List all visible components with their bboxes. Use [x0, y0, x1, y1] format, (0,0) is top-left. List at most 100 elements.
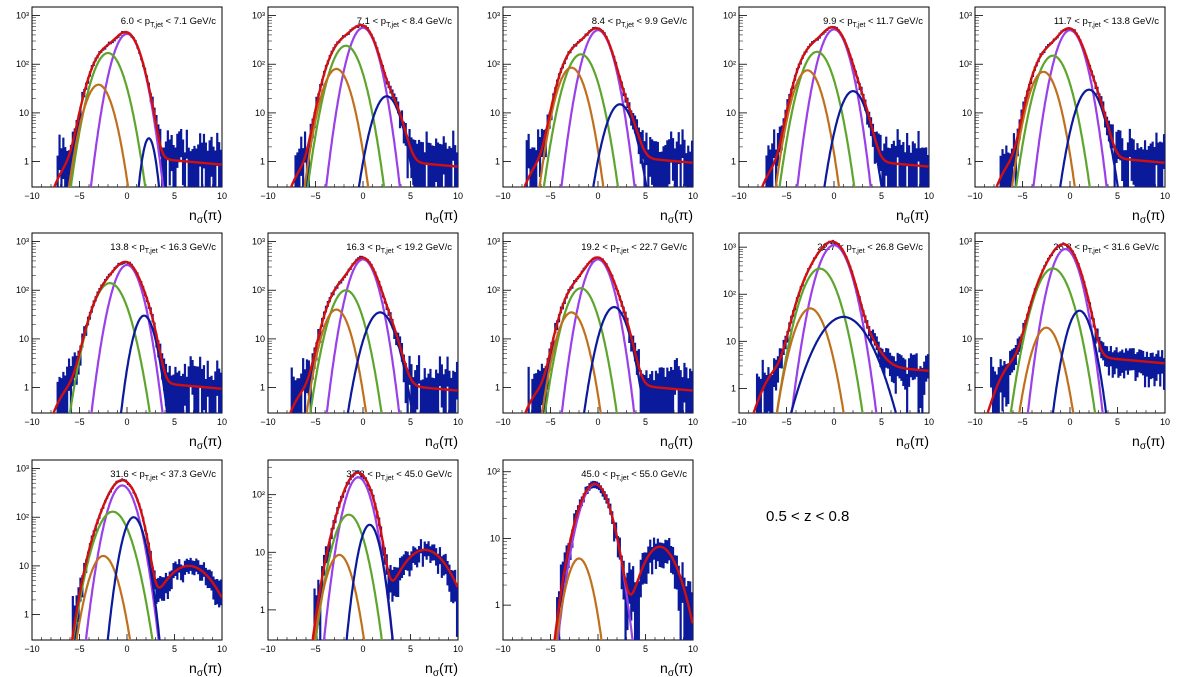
y-tick-label: 10 — [255, 547, 265, 557]
x-tick-label: −5 — [74, 191, 84, 201]
proton-fit — [538, 66, 605, 187]
x-tick-label: −10 — [967, 417, 982, 427]
y-tick-label: 10³ — [487, 11, 500, 21]
pion-fit — [790, 244, 878, 413]
electron-fit — [1051, 309, 1108, 413]
panel-13: −10 −5 0 5 10 1 10 10² 45.0 < pT,jet < 55.0 GeV/… — [487, 459, 698, 677]
plot-area — [289, 255, 458, 413]
y-tick-label: 1 — [24, 383, 29, 393]
electron-fit — [582, 306, 646, 413]
y-tick-label: 10 — [19, 108, 29, 118]
y-tick-label: 10² — [252, 59, 265, 69]
x-tick-label: 10 — [217, 417, 227, 427]
y-tick-label: 10 — [255, 334, 265, 344]
y-tick-label: 10³ — [16, 11, 29, 21]
y-tick-label: 10² — [723, 59, 736, 69]
y-tick-label: 1 — [731, 157, 736, 167]
kaon-fit — [309, 289, 383, 413]
x-tick-label: −5 — [781, 191, 791, 201]
panel-title: 19.2 < pT,jet < 22.7 GeV/c — [581, 242, 687, 255]
x-tick-label: 0 — [595, 644, 600, 654]
x-tick-label: −10 — [495, 417, 510, 427]
y-tick-label: 1 — [967, 157, 972, 167]
plot-area — [995, 27, 1165, 187]
plot-area — [289, 23, 458, 187]
y-tick-label: 1 — [260, 605, 265, 615]
y-tick-label: 10 — [19, 334, 29, 344]
x-tick-label: 5 — [643, 191, 648, 201]
plot-area — [752, 239, 929, 413]
panel-3: −10 −5 0 5 10 1 10 10² 10³ 8.4 < pT,jet < 9.9 GeV… — [487, 6, 698, 226]
x-tick-label: −10 — [260, 644, 275, 654]
total-fit — [52, 30, 222, 187]
y-tick-label: 10 — [726, 336, 736, 346]
x-tick-label: 0 — [831, 191, 836, 201]
x-tick-label: 10 — [924, 191, 934, 201]
x-axis-label: nσ(π) — [425, 207, 458, 226]
y-tick-label: 10³ — [252, 11, 265, 21]
panel-title: 31.6 < pT,jet < 37.3 GeV/c — [110, 469, 216, 482]
proton-fit — [75, 554, 132, 640]
panel-title: 22.7 < pT,jet < 26.8 GeV/c — [817, 242, 923, 255]
proton-fit — [303, 67, 370, 187]
y-tick-label: 10³ — [959, 237, 972, 247]
y-tick-label: 10³ — [723, 11, 736, 21]
proton-fit — [775, 307, 845, 413]
x-tick-label: −5 — [310, 191, 320, 201]
y-tick-label: 10² — [959, 285, 972, 295]
x-tick-label: −5 — [781, 417, 791, 427]
x-tick-label: 5 — [408, 417, 413, 427]
pion-fit — [1032, 29, 1108, 187]
plot-area — [553, 480, 693, 640]
y-tick-label: 10 — [255, 108, 265, 118]
y-tick-label: 10 — [726, 108, 736, 118]
y-tick-label: 10 — [490, 334, 500, 344]
proton-fit — [313, 553, 366, 640]
electron-fit — [1059, 88, 1119, 187]
x-tick-label: −10 — [24, 191, 39, 201]
x-axis-label: nσ(π) — [189, 660, 222, 677]
x-tick-label: 0 — [1067, 191, 1072, 201]
x-tick-label: −5 — [1017, 191, 1027, 201]
total-fit — [289, 256, 458, 413]
x-tick-label: 5 — [408, 191, 413, 201]
x-tick-label: 10 — [453, 191, 463, 201]
x-tick-label: −5 — [545, 417, 555, 427]
kaon-fit — [314, 513, 383, 640]
kaon-fit — [543, 287, 618, 413]
x-tick-label: −5 — [310, 417, 320, 427]
y-tick-label: 1 — [260, 383, 265, 393]
x-tick-label: 0 — [831, 417, 836, 427]
x-tick-label: −10 — [260, 191, 275, 201]
plot-area — [311, 470, 458, 640]
y-tick-label: 10² — [487, 59, 500, 69]
proton-fit — [541, 311, 602, 413]
x-tick-label: 10 — [1160, 417, 1170, 427]
x-tick-label: 0 — [124, 644, 129, 654]
x-tick-label: 10 — [217, 644, 227, 654]
x-tick-label: −5 — [74, 644, 84, 654]
panel-title: 8.4 < pT,jet < 9.9 GeV/c — [592, 16, 687, 29]
electron-fit — [346, 311, 414, 413]
proton-fit — [1010, 70, 1076, 187]
x-tick-label: 10 — [453, 417, 463, 427]
panel-6: −10 −5 0 5 10 1 10 10² 10³ 13.8 < pT,jet < 16.3 G… — [16, 232, 227, 452]
total-fit — [524, 256, 693, 413]
total-fit — [52, 260, 222, 413]
electron-fit — [106, 516, 161, 640]
kaon-fit — [775, 267, 864, 413]
x-axis-label: nσ(π) — [1132, 433, 1165, 452]
x-tick-label: −5 — [545, 191, 555, 201]
electron-fit — [357, 95, 416, 187]
x-tick-label: −10 — [967, 191, 982, 201]
total-fit — [760, 25, 929, 187]
plot-area — [70, 478, 222, 640]
y-tick-label: 10³ — [16, 464, 29, 474]
y-tick-label: 1 — [24, 157, 29, 167]
x-tick-label: −10 — [495, 191, 510, 201]
y-tick-label: 10 — [490, 108, 500, 118]
x-tick-label: −5 — [545, 644, 555, 654]
plot-area — [986, 242, 1165, 413]
x-tick-label: 5 — [1115, 417, 1120, 427]
